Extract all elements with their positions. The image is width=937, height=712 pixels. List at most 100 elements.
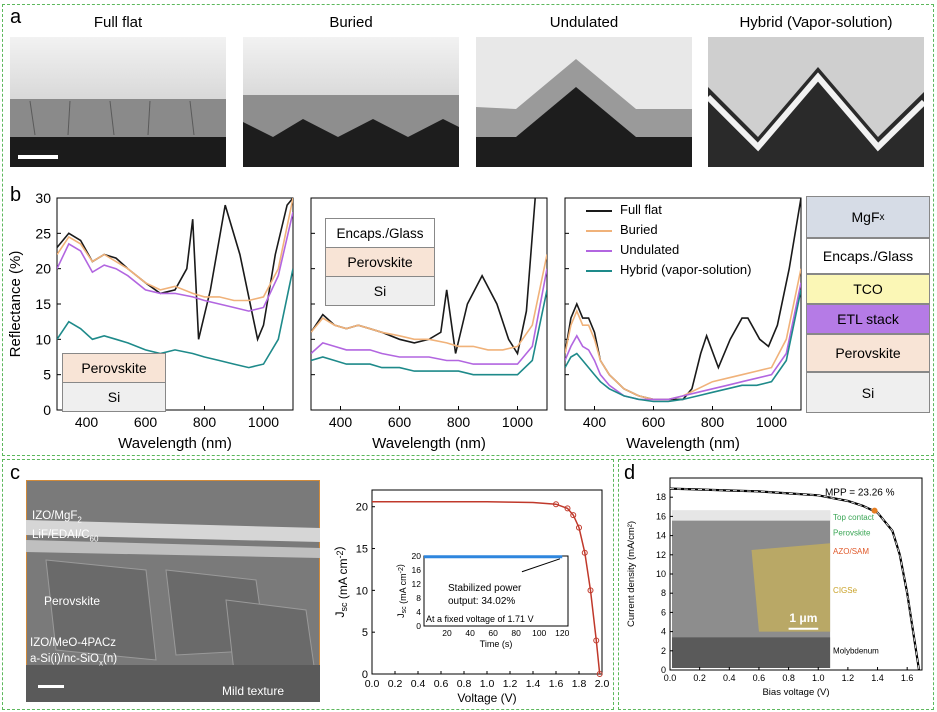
x-axis-label-0: Wavelength (nm) xyxy=(118,435,232,452)
sem-image-full-flat xyxy=(10,37,226,167)
cigs-x-axis-label: Bias voltage (V) xyxy=(762,687,829,698)
jv-point-13 xyxy=(587,587,594,594)
sem-image-undulated xyxy=(476,37,692,167)
sem-label-mild-texture: Mild texture xyxy=(222,684,285,698)
jv-y-tick-label-15: 15 xyxy=(356,544,368,556)
cigs-x-tick-label-0.8: 0.8 xyxy=(782,673,795,683)
cigs-layer-label-0: Top contact xyxy=(833,513,875,522)
panel-label-d: d xyxy=(624,462,636,484)
cigs-x-tick-label-1.4: 1.4 xyxy=(871,673,884,683)
y-tick-label-30: 30 xyxy=(35,190,51,206)
inset-y-tick-label-16: 16 xyxy=(412,565,422,575)
layer-perovskite-right: Perovskite xyxy=(806,334,930,372)
legend-item-undulated: Undulated xyxy=(586,240,752,260)
jv-y-tick-label-10: 10 xyxy=(356,585,368,597)
layer-tco: TCO xyxy=(806,274,930,304)
y-tick-label-10: 10 xyxy=(35,331,51,347)
sem-label-izo-meo: IZO/MeO-4PACz xyxy=(30,637,117,649)
sem-image-buried xyxy=(243,37,459,167)
sem-label-lif: LiF/EDAI/C60 xyxy=(32,529,99,544)
layer-mgfx: MgF x xyxy=(806,196,930,238)
x-tick-label-0-600: 600 xyxy=(134,414,158,430)
x-tick-label-1-400: 400 xyxy=(329,414,353,430)
layer-perovskite: Perovskite xyxy=(62,353,166,383)
series-line-0-2 xyxy=(57,211,293,312)
sem-label-izo-mgf2: IZO/MgF2 xyxy=(32,510,82,525)
mid-stack: Encaps./Glass Perovskite Si xyxy=(325,218,435,306)
jv-point-9 xyxy=(564,505,571,512)
panel-label-c: c xyxy=(10,462,20,484)
cigs-y-tick-label-16: 16 xyxy=(656,511,666,521)
layer-etl: ETL stack xyxy=(806,304,930,334)
series-line-2-1 xyxy=(565,268,801,401)
layer-encaps: Encaps./Glass xyxy=(325,218,435,248)
x-axis-label-1: Wavelength (nm) xyxy=(372,435,486,452)
mpp-point xyxy=(871,507,878,514)
jv-x-tick-label-0.8: 0.8 xyxy=(457,678,472,690)
y-tick-label-0: 0 xyxy=(43,402,51,418)
inset-x-axis-label: Time (s) xyxy=(480,639,513,649)
inset-x-tick-label-40: 40 xyxy=(465,628,475,638)
series-line-2-3 xyxy=(565,289,801,403)
reflectance-chart: 400 600 800 1000 0 5 10 15 20 25 30 Wavelength (nm)… xyxy=(7,190,802,452)
cigs-molybdenum-layer xyxy=(672,637,831,668)
jv-point-12 xyxy=(581,549,588,556)
series-line-0-0 xyxy=(57,198,293,342)
cigs-y-tick-label-0: 0 xyxy=(661,665,666,675)
cigs-x-tick-label-0.6: 0.6 xyxy=(753,673,766,683)
series-line-1-3 xyxy=(311,289,547,376)
cigs-jv-chart: Top contact Perovskite AZO/SAM CIGSe Molybde… xyxy=(626,477,923,698)
jv-x-tick-label-0.2: 0.2 xyxy=(388,678,403,690)
jv-point-10 xyxy=(570,512,577,519)
inset-y-axis-label: Jsc (mA cm-2) xyxy=(395,564,408,618)
cigs-y-tick-label-2: 2 xyxy=(661,646,666,656)
inset-text-2: output: 34.02% xyxy=(448,596,516,607)
cigs-y-tick-label-12: 12 xyxy=(656,550,666,560)
inset-x-tick-label-60: 60 xyxy=(488,628,498,638)
inset-x-tick-label-120: 120 xyxy=(555,628,569,638)
cigs-y-axis-label: Current density (mA/cm²) xyxy=(626,521,637,627)
jv-y-tick-label-5: 5 xyxy=(362,627,368,639)
panel-label-b: b xyxy=(10,184,22,206)
cigs-x-tick-label-1: 1.0 xyxy=(812,673,825,683)
cigs-layer-label-4: Molybdenum xyxy=(833,647,879,656)
sem-label-perovskite: Perovskite xyxy=(44,594,101,608)
cigs-cigse-layer xyxy=(751,543,831,632)
cigs-x-tick-label-1.2: 1.2 xyxy=(842,673,855,683)
cigs-y-tick-label-10: 10 xyxy=(656,569,666,579)
jv-point-14 xyxy=(593,637,600,644)
layer-si-right: Si xyxy=(806,372,930,413)
jv-y-tick-label-20: 20 xyxy=(356,502,368,514)
inset-x-tick-label-80: 80 xyxy=(511,628,521,638)
series-line-1-2 xyxy=(311,268,547,365)
cigs-y-tick-label-6: 6 xyxy=(661,607,666,617)
legend-item-hybrid: Hybrid (vapor-solution) xyxy=(586,260,752,280)
x-tick-label-0-1000: 1000 xyxy=(248,414,279,430)
frame-c xyxy=(2,459,614,710)
x-tick-label-2-400: 400 xyxy=(583,414,607,430)
legend-item-buried: Buried xyxy=(586,220,752,240)
jv-x-tick-label-1.8: 1.8 xyxy=(572,678,587,690)
x-tick-label-2-600: 600 xyxy=(642,414,666,430)
series-line-2-2 xyxy=(565,282,801,401)
jv-x-tick-label-0.6: 0.6 xyxy=(434,678,449,690)
sem-cross-section xyxy=(26,480,320,702)
inset-y-tick-label-12: 12 xyxy=(412,579,422,589)
legend-item-full-flat: Full flat xyxy=(586,200,752,220)
cigs-y-tick-label-18: 18 xyxy=(656,492,666,502)
panel-label-a: a xyxy=(10,6,22,28)
frame-ab xyxy=(2,4,934,456)
right-stack: MgF x Encaps./Glass TCO ETL stack Perovsk… xyxy=(806,196,930,413)
jv-point-15 xyxy=(596,671,603,677)
jv-x-tick-label-2: 2.0 xyxy=(595,678,610,690)
x-tick-label-1-1000: 1000 xyxy=(502,414,533,430)
jv-x-tick-label-1.2: 1.2 xyxy=(503,678,518,690)
inset-y-tick-label-8: 8 xyxy=(416,593,421,603)
layer-si: Si xyxy=(62,383,166,412)
x-tick-label-1-800: 800 xyxy=(447,414,471,430)
cigs-y-tick-label-4: 4 xyxy=(661,627,666,637)
x-tick-label-1-600: 600 xyxy=(388,414,412,430)
title-hybrid: Hybrid (Vapor-solution) xyxy=(739,14,893,31)
jv-x-tick-label-1: 1.0 xyxy=(480,678,495,690)
left-stack: Perovskite Si xyxy=(62,353,166,412)
